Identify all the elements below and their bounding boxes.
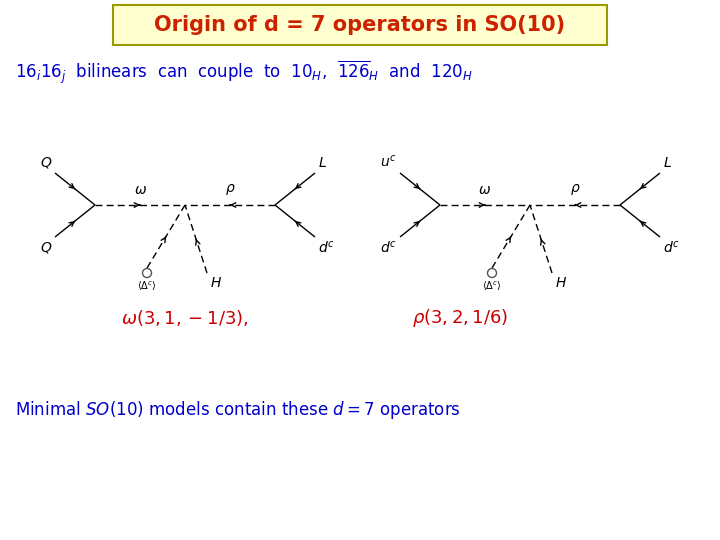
Text: $d^c$: $d^c$ bbox=[380, 240, 397, 256]
Text: $L$: $L$ bbox=[663, 156, 672, 170]
Text: $\omega$: $\omega$ bbox=[479, 183, 492, 197]
Text: $16_i16_j$  bilinears  can  couple  to  $10_H$,  $\overline{126}_H$  and  $120_H: $16_i16_j$ bilinears can couple to $10_H… bbox=[15, 58, 473, 86]
Text: $H$: $H$ bbox=[555, 276, 567, 290]
Text: $Q$: $Q$ bbox=[40, 155, 52, 170]
Text: $\omega(3,1,-1/3),$: $\omega(3,1,-1/3),$ bbox=[121, 308, 249, 328]
Text: Minimal $SO(10)$ models contain these $d=7$ operators: Minimal $SO(10)$ models contain these $d… bbox=[15, 399, 461, 421]
Text: $\rho$: $\rho$ bbox=[225, 182, 235, 197]
Text: $u^c$: $u^c$ bbox=[380, 154, 397, 170]
Text: $\langle\Delta^c\rangle$: $\langle\Delta^c\rangle$ bbox=[138, 280, 157, 293]
Text: $Q$: $Q$ bbox=[40, 240, 52, 255]
Text: $d^c$: $d^c$ bbox=[663, 240, 680, 256]
Text: Origin of d = 7 operators in SO(10): Origin of d = 7 operators in SO(10) bbox=[154, 15, 566, 35]
Text: $L$: $L$ bbox=[318, 156, 327, 170]
Text: $H$: $H$ bbox=[210, 276, 222, 290]
Text: $\omega$: $\omega$ bbox=[133, 183, 146, 197]
Text: $d^c$: $d^c$ bbox=[318, 240, 335, 256]
Text: $\langle\Delta^c\rangle$: $\langle\Delta^c\rangle$ bbox=[482, 280, 502, 293]
Text: $\rho(3,2,1/6)$: $\rho(3,2,1/6)$ bbox=[412, 307, 508, 329]
FancyBboxPatch shape bbox=[113, 5, 607, 45]
Text: $\rho$: $\rho$ bbox=[570, 182, 580, 197]
